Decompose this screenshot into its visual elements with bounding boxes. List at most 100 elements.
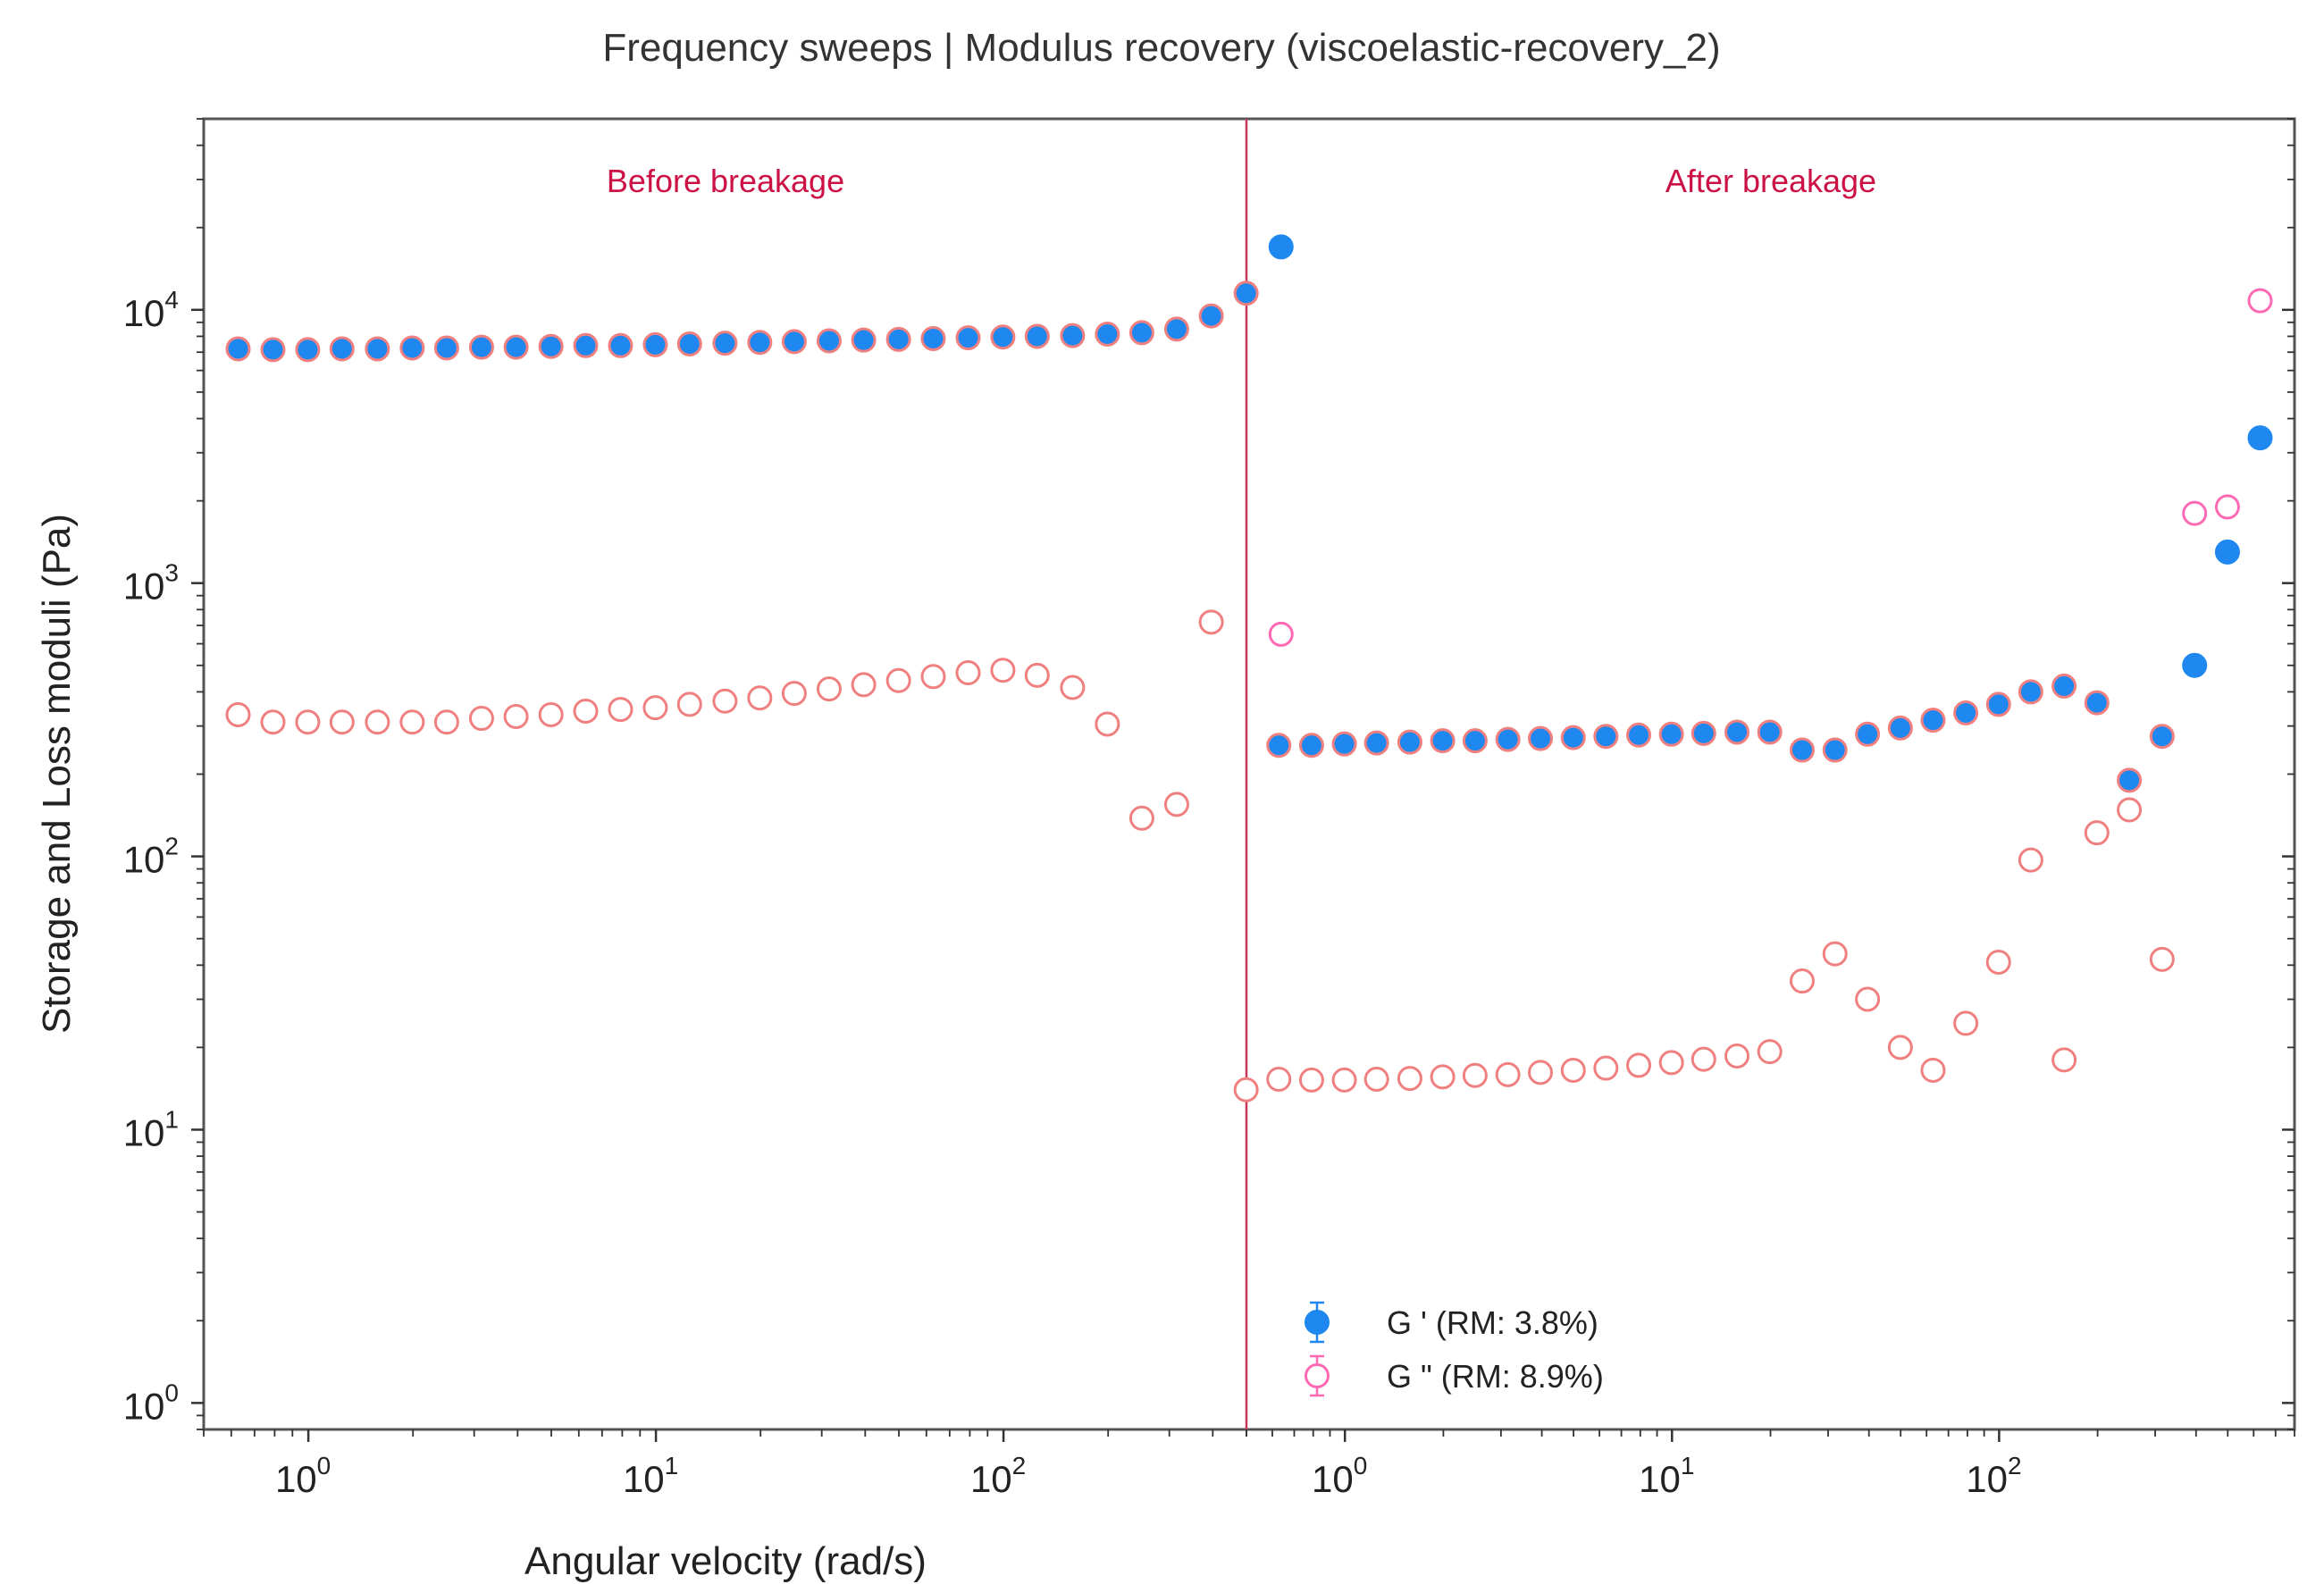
g-storage-point xyxy=(712,331,738,356)
g-loss-point xyxy=(1691,1046,1716,1072)
g-storage-point xyxy=(676,331,702,357)
x-tick-label: 101 xyxy=(1639,1452,1694,1500)
g-loss-point xyxy=(2117,797,2143,823)
g-loss-point xyxy=(2247,288,2273,314)
g-storage-point xyxy=(1397,729,1422,755)
g-storage-point xyxy=(2149,724,2175,750)
g-storage-point xyxy=(1128,320,1154,346)
g-loss-point xyxy=(1560,1057,1586,1083)
g-storage-point xyxy=(885,326,911,352)
legend-label: G ' (RM: 3.8%) xyxy=(1387,1304,1598,1341)
g-storage-point xyxy=(260,337,286,363)
g-storage-point xyxy=(747,330,773,356)
x-tick-label: 102 xyxy=(970,1452,1026,1500)
g-loss-point xyxy=(2084,820,2110,846)
g-loss-point xyxy=(1198,609,1224,635)
g-storage-point xyxy=(1658,721,1684,747)
g-loss-point xyxy=(399,709,425,735)
g-loss-point xyxy=(1298,1067,1324,1093)
panel-annotations: Before breakage After breakage xyxy=(607,163,1876,199)
g-storage-point xyxy=(2084,690,2110,716)
legend: G ' (RM: 3.8%) G " (RM: 8.9%) xyxy=(1305,1301,1604,1397)
g-loss-point xyxy=(538,701,564,727)
g-loss-point xyxy=(573,699,599,725)
g-loss-point xyxy=(2018,847,2043,873)
g-storage-point xyxy=(1095,321,1120,347)
g-loss-point xyxy=(676,691,702,717)
g-storage-point xyxy=(2247,425,2273,451)
g-loss-point xyxy=(1626,1052,1652,1078)
g-storage-point xyxy=(1887,715,1913,741)
g-storage-point xyxy=(1268,234,1294,260)
g-storage-point xyxy=(1560,725,1586,750)
g-loss-point xyxy=(433,709,459,735)
g-loss-point xyxy=(1430,1064,1456,1090)
g-storage-point xyxy=(1266,733,1292,758)
g-storage-point xyxy=(1985,691,2011,717)
y-tick-label: 104 xyxy=(123,286,179,334)
g-loss-point xyxy=(1266,1066,1292,1092)
axes-frame xyxy=(202,117,2296,1431)
g-storage-point xyxy=(225,336,251,362)
g-storage-point xyxy=(1691,720,1716,746)
g-loss-point xyxy=(1024,662,1050,688)
g-storage-point xyxy=(1163,316,1189,342)
g-loss-point xyxy=(747,685,773,711)
g-loss-point xyxy=(1060,675,1086,700)
g-storage-point xyxy=(399,335,425,361)
g-loss-point xyxy=(2051,1047,2077,1073)
g-storage-point xyxy=(573,332,599,358)
g-loss-point xyxy=(1495,1061,1521,1087)
g-storage-point xyxy=(1626,722,1652,748)
legend-marker xyxy=(1305,1310,1330,1335)
g-storage-point xyxy=(2018,679,2043,705)
g-loss-point xyxy=(1822,941,1848,967)
g-storage-point xyxy=(1757,719,1783,745)
g-storage-point xyxy=(1060,323,1086,348)
g-loss-point xyxy=(2182,500,2208,526)
y-tick-label: 102 xyxy=(123,833,179,881)
g-loss-point xyxy=(365,709,390,735)
g-storage-point xyxy=(608,332,633,358)
g-storage-point xyxy=(1593,724,1619,750)
annotation-after-breakage: After breakage xyxy=(1665,163,1876,199)
g-loss-point xyxy=(781,681,807,707)
g-loss-point xyxy=(1363,1066,1389,1092)
g-loss-point xyxy=(2149,946,2175,972)
g-storage-point xyxy=(1855,721,1881,747)
g-loss-point xyxy=(1887,1035,1913,1060)
g-storage-point xyxy=(468,334,494,360)
g-storage-point xyxy=(816,328,842,354)
x-axis-ticks: 100 101 102 100 101 102 xyxy=(203,1429,2295,1500)
x-tick-label: 100 xyxy=(275,1452,331,1500)
g-loss-point xyxy=(920,664,946,690)
g-storage-point xyxy=(365,336,390,362)
g-loss-point xyxy=(1593,1055,1619,1081)
g-loss-point xyxy=(1658,1050,1684,1076)
g-storage-point xyxy=(503,334,529,360)
g-loss-point xyxy=(1331,1067,1357,1093)
g-storage-point xyxy=(851,327,877,353)
g-storage-point xyxy=(1331,731,1357,757)
g-storage-point xyxy=(538,333,564,359)
g-storage-point xyxy=(2117,767,2143,793)
g-loss-point xyxy=(885,667,911,693)
g-storage-point xyxy=(1724,719,1750,745)
g-loss-point xyxy=(468,706,494,732)
g-storage-point xyxy=(1198,303,1224,329)
legend-marker xyxy=(1305,1363,1330,1388)
g-loss-point xyxy=(712,688,738,714)
g-loss-point xyxy=(1953,1010,1979,1036)
x-axis-label: Angular velocity (rad/s) xyxy=(524,1539,927,1583)
g-storage-point xyxy=(1298,733,1324,758)
y-axis-label: Storage and Loss moduli (Pa) xyxy=(35,514,79,1034)
g-storage-point xyxy=(1822,737,1848,763)
x-tick-label: 101 xyxy=(623,1452,678,1500)
g-loss-point xyxy=(851,672,877,698)
g-loss-point xyxy=(2214,494,2240,520)
g-loss-point xyxy=(1268,621,1294,647)
g-storage-point xyxy=(1528,725,1554,751)
g-loss-point xyxy=(503,704,529,730)
g-loss-point xyxy=(1789,968,1815,994)
g-storage-point xyxy=(1920,708,1946,733)
